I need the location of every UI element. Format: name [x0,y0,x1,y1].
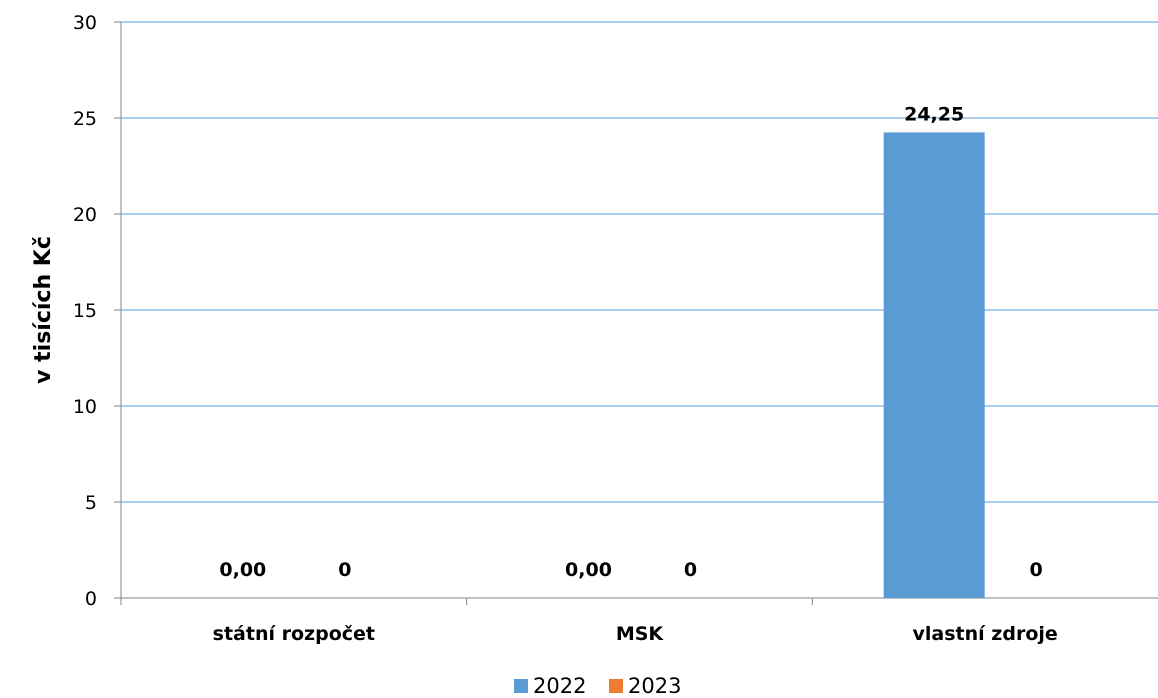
data-label: 0 [684,559,697,581]
category-labels: státní rozpočet MSK vlastní zdroje [213,623,1058,645]
category-label: státní rozpočet [213,623,375,645]
y-tick-label: 0 [85,588,97,610]
axes [120,22,1158,605]
bars [883,132,985,598]
y-tick-label: 5 [85,492,97,514]
data-label: 0 [1030,559,1043,581]
legend-swatch-2022 [514,679,528,693]
legend: 2022 2023 [514,674,681,698]
y-axis-label: v tisících Kč [31,236,56,384]
data-label: 0 [338,559,351,581]
y-tick-label: 20 [73,204,97,226]
y-tick-label: 25 [73,108,97,130]
legend-label: 2023 [628,674,681,698]
category-label: MSK [616,623,665,645]
bar [883,132,985,598]
data-label: 0,00 [219,559,266,581]
y-tick-labels: 0 5 10 15 20 25 30 [73,12,97,610]
data-label: 24,25 [904,103,964,125]
y-tick-label: 30 [73,12,97,34]
y-tick-label: 15 [73,300,97,322]
gridlines [114,21,1158,599]
y-tick-label: 10 [73,396,97,418]
data-labels: 0,00 0 0,00 0 24,25 0 [219,103,1042,581]
category-label: vlastní zdroje [913,623,1058,645]
data-label: 0,00 [565,559,612,581]
legend-swatch-2023 [609,679,623,693]
legend-label: 2022 [533,674,586,698]
